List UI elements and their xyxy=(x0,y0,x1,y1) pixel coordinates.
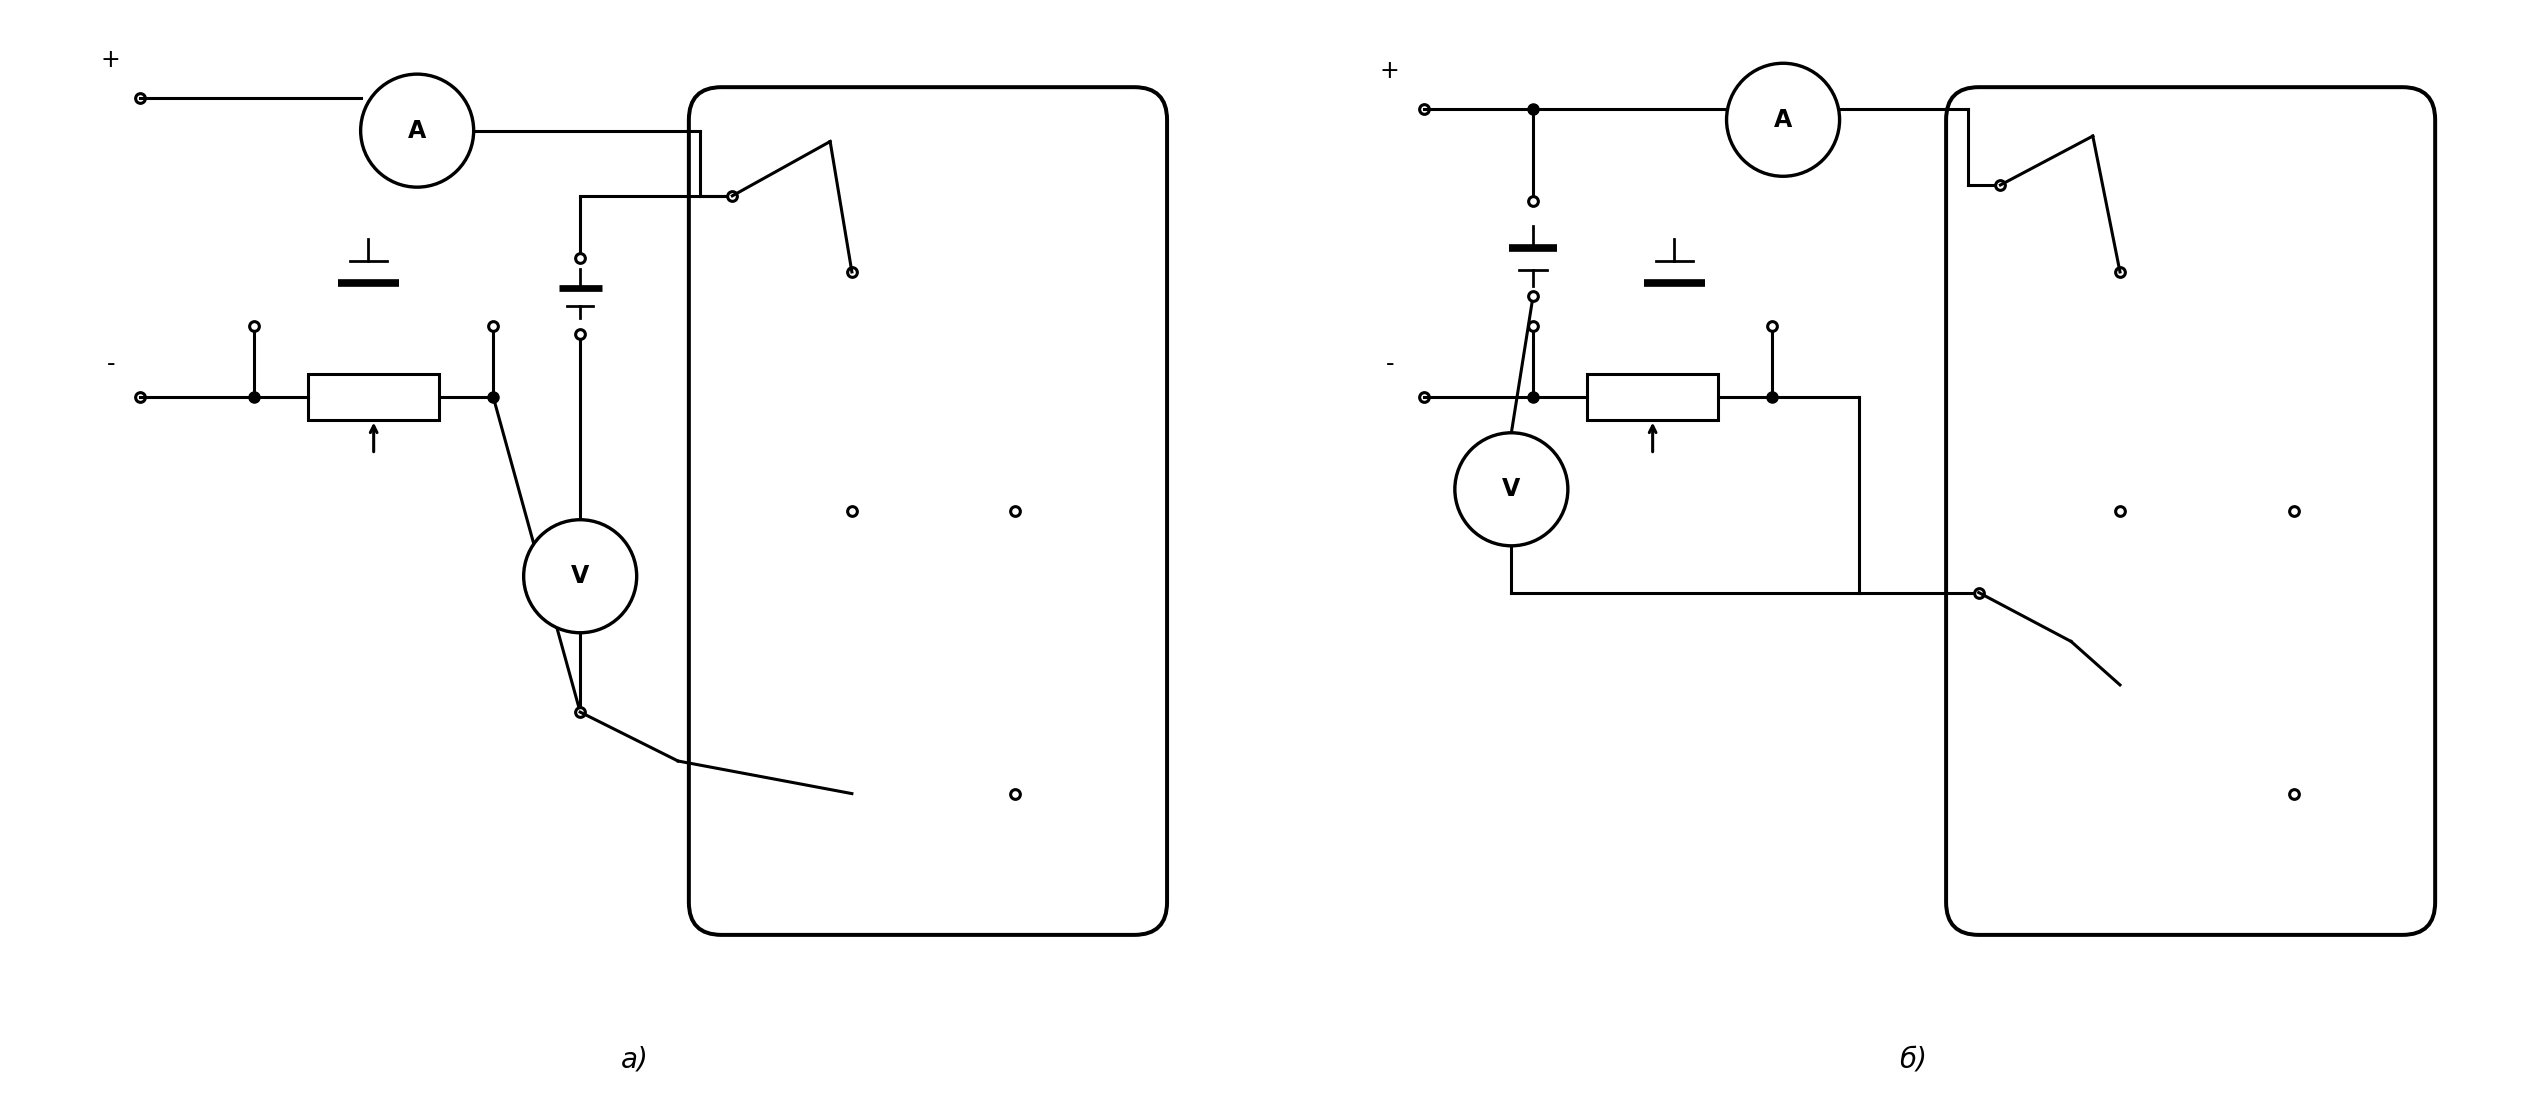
Text: A: A xyxy=(1773,108,1791,132)
Text: +: + xyxy=(102,48,120,72)
Text: +: + xyxy=(1381,59,1399,83)
FancyBboxPatch shape xyxy=(688,88,1167,935)
Bar xyxy=(308,374,438,419)
Circle shape xyxy=(1455,433,1567,546)
Text: -: - xyxy=(1386,353,1394,376)
FancyBboxPatch shape xyxy=(1947,88,2436,935)
Text: V: V xyxy=(571,564,589,588)
Text: -: - xyxy=(107,353,115,376)
Bar xyxy=(1587,374,1717,419)
Text: б): б) xyxy=(1898,1046,1926,1074)
Circle shape xyxy=(1728,63,1840,176)
Text: а): а) xyxy=(622,1046,647,1074)
Text: A: A xyxy=(408,119,426,143)
Circle shape xyxy=(525,520,637,633)
Circle shape xyxy=(362,74,474,187)
Text: V: V xyxy=(1503,477,1521,501)
